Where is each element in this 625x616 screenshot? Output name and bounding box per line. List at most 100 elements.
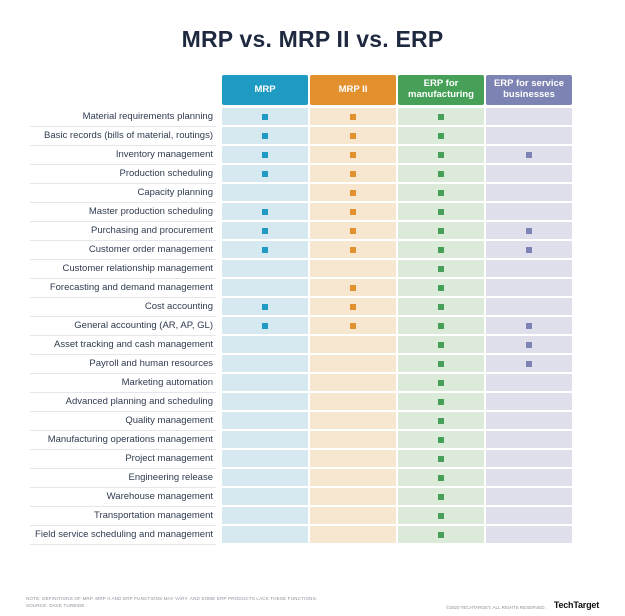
- cell-mrp2: [310, 393, 396, 410]
- cell-mrp: [222, 374, 308, 391]
- copyright-text: ©2020 TECHTARGET, ALL RIGHTS RESERVED.: [446, 605, 546, 610]
- footnote-line2: SOURCE: DAVE TURBIDE: [26, 603, 85, 609]
- feature-mark-erpmfg: [438, 512, 444, 519]
- feature-mark-erpmfg: [438, 189, 444, 196]
- cell-mrp2: [310, 279, 396, 296]
- cell-mrp: [222, 355, 308, 372]
- cell-erpmfg: [398, 526, 484, 543]
- table-row: Engineering release: [26, 469, 625, 488]
- cell-mrp: [222, 488, 308, 505]
- cell-erpsvc: [486, 146, 572, 163]
- cell-mrp: [222, 146, 308, 163]
- row-label: Field service scheduling and management: [26, 526, 220, 545]
- cell-mrp: [222, 260, 308, 277]
- footer: NOTE: DEFINITIONS OF MRP, MRP II AND ERP…: [26, 595, 599, 610]
- feature-mark-erpmfg: [438, 132, 444, 139]
- table-row: Material requirements planning: [26, 108, 625, 127]
- cell-erpsvc: [486, 241, 572, 258]
- cell-erpsvc: [486, 336, 572, 353]
- feature-mark-mrp: [262, 208, 268, 215]
- cell-erpmfg: [398, 260, 484, 277]
- column-header-mrp2: MRP II: [310, 75, 396, 105]
- cell-erpmfg: [398, 507, 484, 524]
- feature-mark-erpsvc: [526, 151, 532, 158]
- cell-erpsvc: [486, 298, 572, 315]
- cell-mrp: [222, 279, 308, 296]
- cell-erpmfg: [398, 108, 484, 125]
- row-label: Warehouse management: [26, 488, 220, 507]
- cell-mrp2: [310, 488, 396, 505]
- cell-erpsvc: [486, 412, 572, 429]
- cell-mrp: [222, 469, 308, 486]
- feature-mark-erpmfg: [438, 455, 444, 462]
- feature-mark-mrp: [262, 132, 268, 139]
- feature-mark-mrp2: [350, 208, 356, 215]
- cell-erpmfg: [398, 374, 484, 391]
- cell-erpsvc: [486, 279, 572, 296]
- feature-mark-erpmfg: [438, 265, 444, 272]
- feature-mark-mrp2: [350, 132, 356, 139]
- cell-mrp2: [310, 412, 396, 429]
- table-row: Asset tracking and cash management: [26, 336, 625, 355]
- row-label: Capacity planning: [26, 184, 220, 203]
- cell-erpmfg: [398, 393, 484, 410]
- page-title: MRP vs. MRP II vs. ERP: [181, 26, 444, 52]
- cell-erpsvc: [486, 374, 572, 391]
- cell-mrp: [222, 393, 308, 410]
- cell-mrp: [222, 108, 308, 125]
- table-row: Master production scheduling: [26, 203, 625, 222]
- cell-mrp2: [310, 108, 396, 125]
- table-row: Field service scheduling and management: [26, 526, 625, 545]
- row-label: Advanced planning and scheduling: [26, 393, 220, 412]
- feature-mark-erpmfg: [438, 417, 444, 424]
- table-row: Project management: [26, 450, 625, 469]
- feature-mark-erpmfg: [438, 531, 444, 538]
- footnote-line1: NOTE: DEFINITIONS OF MRP, MRP II AND ERP…: [26, 595, 318, 601]
- feature-mark-erpmfg: [438, 113, 444, 120]
- footnote: NOTE: DEFINITIONS OF MRP, MRP II AND ERP…: [26, 595, 317, 610]
- cell-mrp: [222, 317, 308, 334]
- cell-mrp2: [310, 184, 396, 201]
- cell-mrp2: [310, 127, 396, 144]
- row-label: Asset tracking and cash management: [26, 336, 220, 355]
- cell-mrp: [222, 507, 308, 524]
- table-row: Warehouse management: [26, 488, 625, 507]
- cell-mrp: [222, 222, 308, 239]
- table-row: Marketing automation: [26, 374, 625, 393]
- cell-erpmfg: [398, 127, 484, 144]
- comparison-table: MRP MRP II ERP for manufacturing ERP for se…: [26, 75, 625, 545]
- feature-mark-mrp2: [350, 284, 356, 291]
- cell-mrp2: [310, 241, 396, 258]
- cell-erpsvc: [486, 450, 572, 467]
- cell-erpsvc: [486, 203, 572, 220]
- cell-mrp2: [310, 526, 396, 543]
- table-row: Inventory management: [26, 146, 625, 165]
- cell-erpmfg: [398, 317, 484, 334]
- cell-mrp2: [310, 355, 396, 372]
- cell-erpmfg: [398, 355, 484, 372]
- feature-mark-mrp: [262, 151, 268, 158]
- cell-mrp2: [310, 317, 396, 334]
- cell-erpmfg: [398, 336, 484, 353]
- table-row: Customer relationship management: [26, 260, 625, 279]
- table-row: General accounting (AR, AP, GL): [26, 317, 625, 336]
- feature-mark-mrp2: [350, 189, 356, 196]
- table-row: Advanced planning and scheduling: [26, 393, 625, 412]
- table-row: Quality management: [26, 412, 625, 431]
- cell-mrp2: [310, 450, 396, 467]
- feature-mark-erpmfg: [438, 398, 444, 405]
- cell-erpmfg: [398, 165, 484, 182]
- table-row: Manufacturing operations management: [26, 431, 625, 450]
- row-label: Manufacturing operations management: [26, 431, 220, 450]
- cell-mrp: [222, 431, 308, 448]
- cell-erpmfg: [398, 298, 484, 315]
- feature-mark-erpsvc: [526, 227, 532, 234]
- feature-mark-erpmfg: [438, 151, 444, 158]
- header-corner: [26, 75, 220, 105]
- row-label: Engineering release: [26, 469, 220, 488]
- row-label: Forecasting and demand management: [26, 279, 220, 298]
- cell-mrp: [222, 165, 308, 182]
- cell-erpsvc: [486, 393, 572, 410]
- cell-mrp: [222, 526, 308, 543]
- table-row: Capacity planning: [26, 184, 625, 203]
